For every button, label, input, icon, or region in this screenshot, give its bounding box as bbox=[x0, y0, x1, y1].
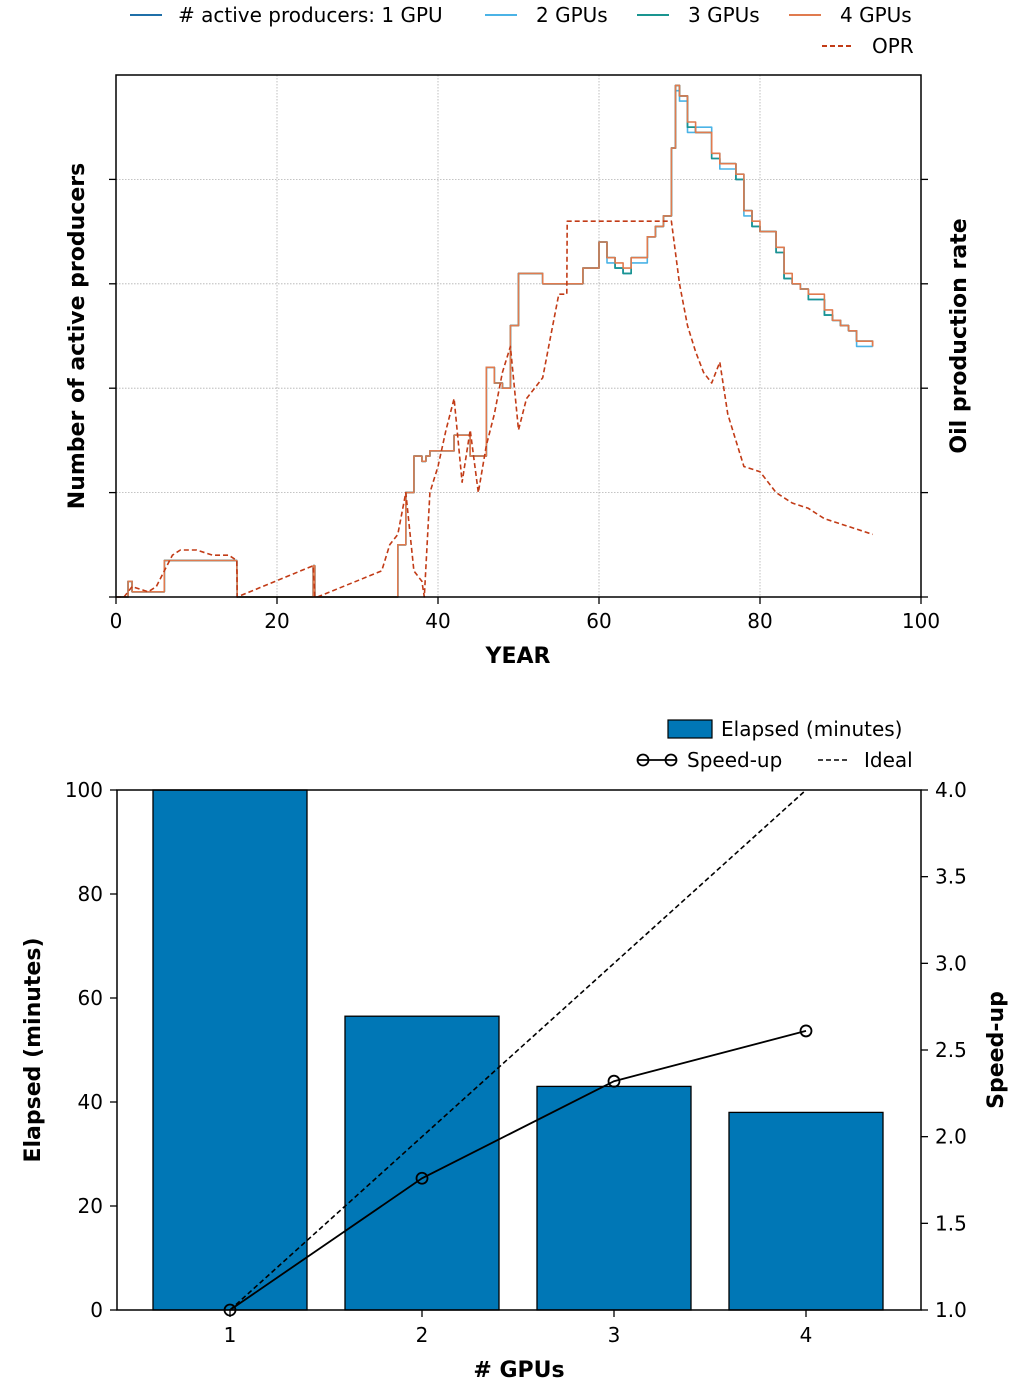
legend-label-speedup: Speed-up bbox=[687, 748, 782, 772]
y2-tick-label: 1.5 bbox=[935, 1211, 967, 1235]
legend-label-1gpu: # active producers: 1 GPU bbox=[178, 3, 443, 27]
x-tick-label: 2 bbox=[416, 1323, 429, 1347]
series-line-4 bbox=[116, 220, 873, 598]
legend-label-elapsed: Elapsed (minutes) bbox=[721, 717, 902, 741]
legend-marker-speedup-b bbox=[664, 753, 678, 767]
x-axis-label: YEAR bbox=[485, 644, 551, 669]
y-tick-label: 20 bbox=[78, 1194, 103, 1218]
y-tick-label: 100 bbox=[65, 778, 103, 802]
x-tick-label: 4 bbox=[800, 1323, 813, 1347]
speedup-marker-4 bbox=[799, 1024, 813, 1038]
x-tick-label: 0 bbox=[110, 609, 123, 633]
ticks: 0 20 40 60 80 100 bbox=[109, 178, 940, 633]
line-chart-active-producers: 0 20 40 60 80 100 YEAR Number of active produ… bbox=[65, 3, 972, 669]
legend-label-3gpus: 3 GPUs bbox=[688, 3, 760, 27]
y2-tick-label: 3.5 bbox=[935, 865, 967, 889]
bar-1 bbox=[152, 789, 308, 1311]
y-axis-label: Number of active producers bbox=[65, 163, 90, 509]
x-tick-label: 100 bbox=[902, 609, 940, 633]
series-line-1 bbox=[116, 89, 873, 598]
y2-tick-label: 4.0 bbox=[935, 778, 967, 802]
legend-label-4gpus: 4 GPUs bbox=[840, 3, 912, 27]
series-line-0 bbox=[116, 84, 874, 598]
series-line-3 bbox=[116, 84, 874, 598]
speedup-marker-2 bbox=[415, 1171, 429, 1185]
y-tick-label: 80 bbox=[78, 882, 103, 906]
x-tick-label: 3 bbox=[608, 1323, 621, 1347]
ideal-line bbox=[229, 790, 807, 1310]
plot-frame bbox=[115, 74, 922, 598]
x-tick-label: 1 bbox=[224, 1323, 237, 1347]
x-tick-label: 80 bbox=[747, 609, 772, 633]
x-tick-label: 20 bbox=[264, 609, 289, 633]
y2-tick-label: 2.5 bbox=[935, 1038, 967, 1062]
x-tick-label: 40 bbox=[425, 609, 450, 633]
legend-label-ideal: Ideal bbox=[864, 748, 913, 772]
legend: Elapsed (minutes) Speed-up Ideal bbox=[636, 717, 913, 772]
y2-tick-label: 3.0 bbox=[935, 951, 967, 975]
y2-tick-label: 2.0 bbox=[935, 1125, 967, 1149]
y-tick-label: 40 bbox=[78, 1090, 103, 1114]
speedup-lines bbox=[223, 790, 813, 1317]
y-axis-label: Elapsed (minutes) bbox=[21, 937, 46, 1162]
bars bbox=[152, 789, 884, 1311]
speedup-line bbox=[229, 1030, 807, 1311]
x-axis-label: # GPUs bbox=[473, 1358, 564, 1383]
bar-3 bbox=[536, 1085, 692, 1311]
legend-marker-speedup-a bbox=[636, 753, 650, 767]
series-line-2 bbox=[116, 84, 874, 598]
x-tick-label: 60 bbox=[586, 609, 611, 633]
legend-label-2gpus: 2 GPUs bbox=[536, 3, 608, 27]
series-lines bbox=[116, 84, 874, 598]
legend-swatch-elapsed bbox=[667, 719, 713, 739]
grid bbox=[116, 75, 921, 597]
y-tick-label: 0 bbox=[90, 1298, 103, 1322]
y2-tick-label: 1.0 bbox=[935, 1298, 967, 1322]
y-tick-label: 60 bbox=[78, 986, 103, 1010]
y2-axis-label: Speed-up bbox=[984, 991, 1009, 1109]
bar-2 bbox=[344, 1015, 500, 1311]
legend: # active producers: 1 GPU 2 GPUs 3 GPUs … bbox=[130, 3, 914, 58]
y2-axis-label: Oil production rate bbox=[947, 218, 972, 453]
legend-label-opr: OPR bbox=[872, 34, 914, 58]
speedup-marker-3 bbox=[607, 1074, 621, 1088]
bar-4 bbox=[728, 1111, 884, 1311]
